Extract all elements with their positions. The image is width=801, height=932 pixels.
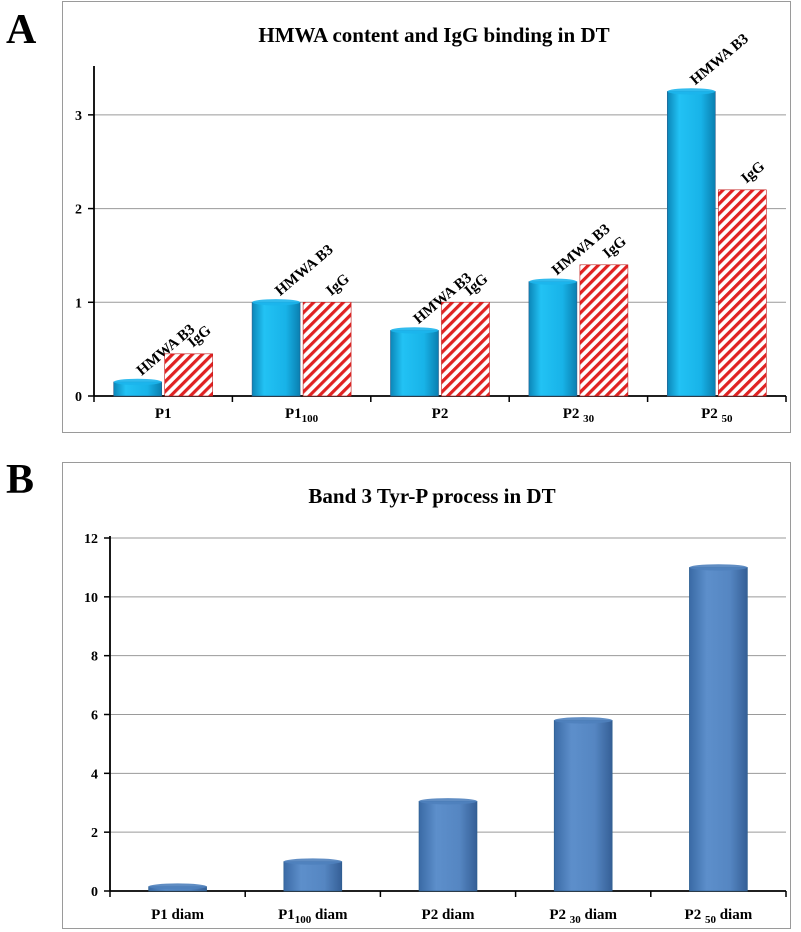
panel-a-letter: A (6, 7, 37, 53)
x-tick-label: P2 50 (701, 406, 733, 425)
bar (164, 353, 213, 397)
bar-cap (689, 564, 748, 571)
bar-data-label: HMWA B3 (688, 31, 752, 89)
x-tick-label-sub: 100 (302, 413, 319, 425)
chart-a: HMWA content and IgG binding in DT 0 1 2 3 HM… (75, 23, 787, 425)
bar (283, 861, 343, 892)
y-tick-label: 6 (91, 709, 98, 724)
x-tick-label-main: P2 (432, 406, 449, 422)
bar-data-label: IgG (739, 158, 769, 187)
x-tick-label-sub: 50 (705, 914, 717, 926)
x-tick-label-main: P2 (701, 406, 721, 422)
y-tick-label: 3 (75, 109, 82, 124)
x-tick-label-suffix: diam (716, 907, 753, 923)
bar (666, 91, 716, 397)
bar-cap (390, 327, 439, 334)
y-tick-label: 0 (91, 885, 98, 900)
x-tick-label-main: P2 (685, 907, 705, 923)
x-tick-label-suffix: diam (581, 907, 618, 923)
x-tick-label: P2 50 diam (685, 907, 753, 926)
bar (251, 301, 301, 397)
bar (528, 281, 578, 397)
x-tick-label-main: P1 (285, 406, 302, 422)
bar (689, 567, 748, 892)
x-tick-label-suffix: diam (311, 907, 348, 923)
x-tick-label-sub: 30 (583, 413, 595, 425)
x-tick-label: P2 30 diam (549, 907, 617, 926)
chart-b: Band 3 Tyr-P process in DT 0 2 4 6 8 10 12 P1 di… (84, 484, 787, 926)
bar-data-label: IgG (323, 271, 353, 300)
y-tick-label: 10 (84, 591, 98, 606)
bar-cap (667, 88, 716, 95)
bar (418, 800, 478, 892)
bar (441, 301, 490, 397)
y-tick-label: 2 (75, 203, 82, 218)
bar (553, 720, 613, 892)
y-tick-label: 8 (91, 650, 98, 665)
y-tick-label: 0 (75, 390, 82, 405)
bar-cap (113, 378, 162, 386)
x-tick-label-main: P2 diam (422, 907, 475, 923)
chart-title: HMWA content and IgG binding in DT (258, 23, 609, 47)
panel-b-letter: B (6, 457, 35, 503)
y-tick-label: 1 (75, 296, 82, 311)
bar-cap (554, 717, 613, 724)
x-tick-label: P1 diam (151, 907, 204, 923)
x-tick-label: P1100 diam (278, 907, 348, 926)
bar-cap (528, 278, 577, 285)
y-tick-label: 12 (84, 532, 98, 547)
x-tick-label: P1100 (285, 406, 319, 425)
bar (579, 264, 629, 397)
x-tick-label-main: P1 diam (151, 907, 204, 923)
bar (302, 301, 352, 397)
x-tick-label-sub: 100 (295, 914, 312, 926)
x-tick-label-main: P2 (563, 406, 583, 422)
x-tick-label-main: P1 (155, 406, 172, 422)
bar-cap (419, 798, 477, 805)
x-tick-label-main: P2 (549, 907, 569, 923)
x-tick-label-sub: 50 (722, 413, 734, 425)
x-tick-label: P1 (155, 406, 172, 422)
x-tick-label: P2 (432, 406, 449, 422)
y-tick-label: 4 (91, 767, 98, 782)
x-tick-label: P2 30 (563, 406, 595, 425)
x-tick-label-main: P1 (278, 907, 295, 923)
bar (390, 330, 439, 397)
y-tick-label: 2 (91, 826, 98, 841)
bar-cap (283, 858, 342, 865)
bar-cap (148, 883, 207, 890)
x-tick-label: P2 diam (422, 907, 475, 923)
bar-cap (252, 299, 301, 306)
x-tick-label-sub: 30 (570, 914, 582, 926)
bar (717, 189, 767, 397)
chart-title: Band 3 Tyr-P process in DT (308, 484, 555, 508)
